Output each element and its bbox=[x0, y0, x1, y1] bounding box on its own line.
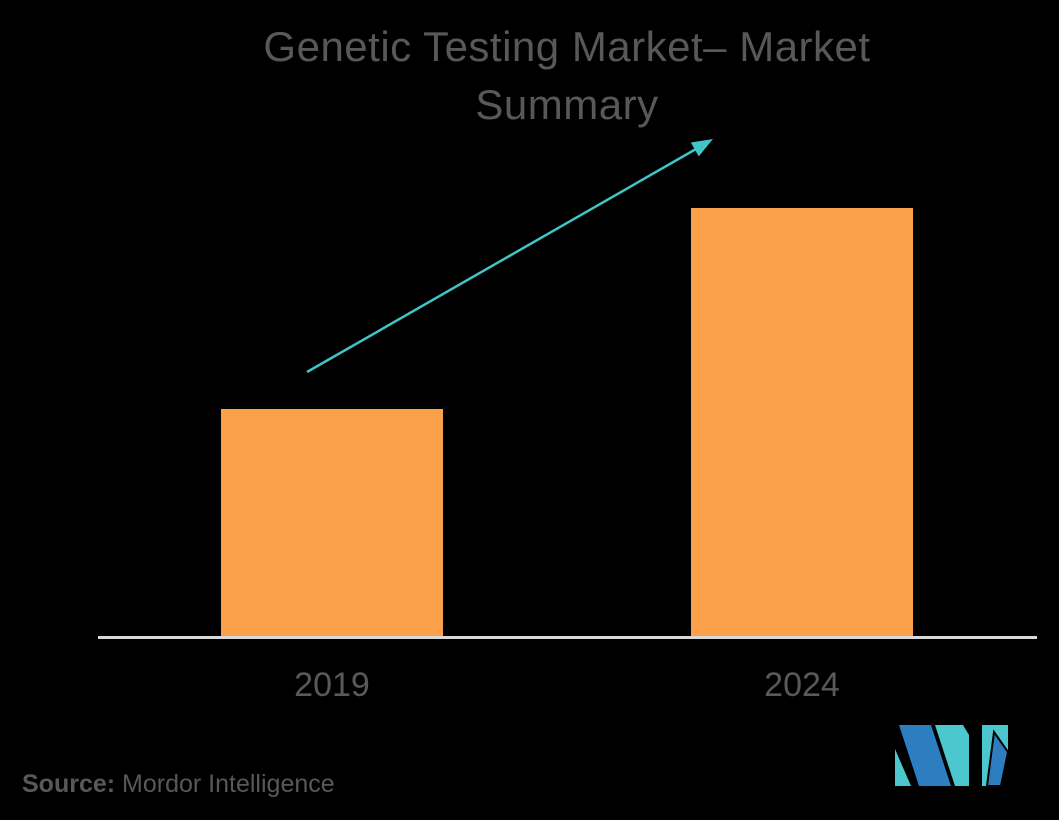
logo-blue-parallelogram bbox=[899, 725, 951, 786]
growth-arrow-line bbox=[306, 147, 697, 374]
bar-2024 bbox=[691, 208, 913, 637]
chart-title-line1: Genetic Testing Market– Market bbox=[263, 23, 871, 70]
logo-blue-triangle bbox=[985, 729, 1008, 786]
source-label: Source: bbox=[22, 770, 116, 798]
source-text: Mordor Intelligence bbox=[115, 770, 335, 798]
x-axis-label-2019: 2019 bbox=[294, 666, 370, 704]
x-axis-baseline bbox=[98, 636, 1037, 639]
logo-teal-band bbox=[935, 725, 969, 786]
chart-title-line2: Summary bbox=[475, 81, 659, 128]
chart-title: Genetic Testing Market– Market Summary bbox=[187, 18, 947, 134]
mordor-intelligence-logo-icon bbox=[895, 725, 1008, 786]
source-attribution: Source: Mordor Intelligence bbox=[22, 770, 335, 799]
x-axis-label-2024: 2024 bbox=[764, 666, 840, 704]
logo-teal-triangle bbox=[895, 749, 911, 786]
bar-2019 bbox=[221, 409, 443, 637]
growth-arrow-head-icon bbox=[690, 139, 713, 157]
